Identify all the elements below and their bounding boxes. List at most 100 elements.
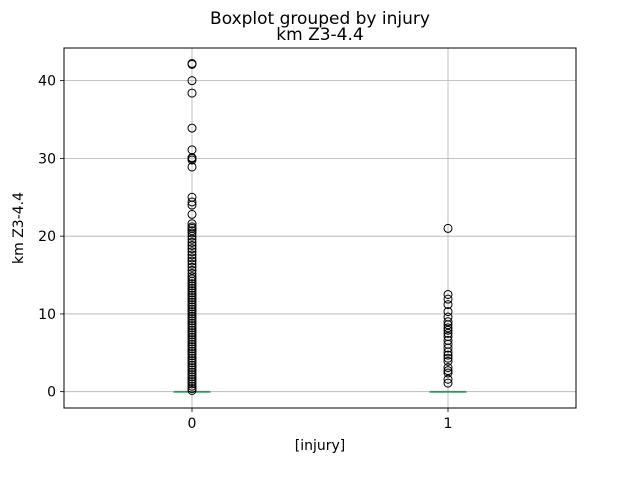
- y-axis-label: km Z3-4.4: [11, 192, 27, 264]
- outlier-point: [187, 231, 197, 241]
- outlier-point: [187, 59, 197, 69]
- outlier-point: [443, 294, 453, 304]
- outlier-point: [187, 342, 197, 352]
- outlier-point: [187, 276, 197, 286]
- outlier-point: [187, 370, 197, 380]
- y-tick-label: 20: [38, 229, 56, 245]
- outlier-point: [443, 353, 453, 363]
- y-tick-label: 10: [38, 307, 56, 323]
- outlier-point: [187, 318, 197, 328]
- outlier-point: [443, 363, 453, 373]
- chart-suptitle: Boxplot grouped by injury: [210, 9, 430, 29]
- outlier-point: [187, 256, 197, 266]
- outlier-point: [187, 281, 197, 291]
- outlier-point: [187, 379, 197, 389]
- outlier-point: [443, 374, 453, 384]
- x-tick-label: 1: [444, 416, 453, 432]
- outlier-point: [187, 323, 197, 333]
- outlier-point: [443, 323, 453, 333]
- outlier-point: [187, 237, 197, 247]
- outlier-point: [187, 351, 197, 361]
- y-axis-ticks: 0 10 20 30 40: [38, 74, 64, 401]
- outlier-point: [187, 363, 197, 373]
- outlier-point: [187, 339, 197, 349]
- outlier-point: [187, 307, 197, 317]
- outlier-point: [187, 288, 197, 298]
- outlier-point: [443, 300, 453, 310]
- outlier-point: [187, 286, 197, 296]
- outlier-point: [443, 350, 453, 360]
- box-group-1: [429, 223, 467, 393]
- x-axis-label: [injury]: [295, 438, 346, 454]
- outlier-point: [443, 328, 453, 338]
- outlier-point: [187, 259, 197, 269]
- outlier-point: [187, 374, 197, 384]
- outlier-point: [443, 325, 453, 335]
- outlier-point: [187, 297, 197, 307]
- outlier-point: [187, 314, 197, 324]
- outlier-point: [443, 307, 453, 317]
- x-tick-label: 0: [188, 416, 197, 432]
- outlier-point: [187, 381, 197, 391]
- outlier-point: [443, 368, 453, 378]
- outlier-point: [443, 223, 453, 233]
- outlier-point: [187, 356, 197, 366]
- outlier-point: [187, 293, 197, 303]
- outlier-point: [187, 353, 197, 363]
- outlier-point: [187, 162, 197, 172]
- outlier-point: [443, 347, 453, 357]
- outlier-point: [187, 272, 197, 282]
- outlier-point: [187, 311, 197, 321]
- outlier-point: [187, 365, 197, 375]
- outlier-point: [187, 262, 197, 272]
- outlier-point: [187, 250, 197, 260]
- outlier-point: [187, 328, 197, 338]
- outlier-point: [443, 317, 453, 327]
- outlier-point: [187, 386, 197, 396]
- outlier-point: [443, 343, 453, 353]
- outlier-point: [187, 209, 197, 219]
- outlier-point: [187, 240, 197, 250]
- outlier-point: [187, 76, 197, 86]
- outlier-point: [187, 226, 197, 236]
- outlier-point: [187, 344, 197, 354]
- outlier-point: [187, 358, 197, 368]
- outlier-point: [443, 320, 453, 330]
- outlier-point: [187, 300, 197, 310]
- outlier-point: [443, 356, 453, 366]
- outlier-point: [187, 302, 197, 312]
- outlier-point: [187, 367, 197, 377]
- outlier-point: [187, 377, 197, 387]
- y-tick-label: 30: [38, 151, 56, 167]
- outlier-point: [187, 372, 197, 382]
- outlier-point: [187, 335, 197, 345]
- outlier-point: [187, 123, 197, 133]
- outlier-point: [187, 321, 197, 331]
- outlier-point: [187, 349, 197, 359]
- y-tick-label: 40: [38, 74, 56, 90]
- outlier-point: [187, 244, 197, 254]
- outlier-point: [187, 274, 197, 284]
- outlier-point: [443, 378, 453, 388]
- outlier-point: [187, 309, 197, 319]
- outlier-point: [443, 289, 453, 299]
- outlier-point: [187, 346, 197, 356]
- outlier-point: [187, 247, 197, 257]
- outlier-point: [187, 265, 197, 275]
- outlier-point: [187, 337, 197, 347]
- box-marks: [173, 59, 467, 396]
- outlier-point: [187, 360, 197, 370]
- outlier-point: [187, 88, 197, 98]
- outlier-point: [187, 290, 197, 300]
- plot-frame: [63, 47, 577, 409]
- outlier-point: [187, 253, 197, 263]
- outlier-point: [187, 304, 197, 314]
- outlier-point: [187, 316, 197, 326]
- outlier-point: [187, 295, 197, 305]
- outlier-point: [187, 219, 197, 229]
- box-group-0: [173, 59, 211, 396]
